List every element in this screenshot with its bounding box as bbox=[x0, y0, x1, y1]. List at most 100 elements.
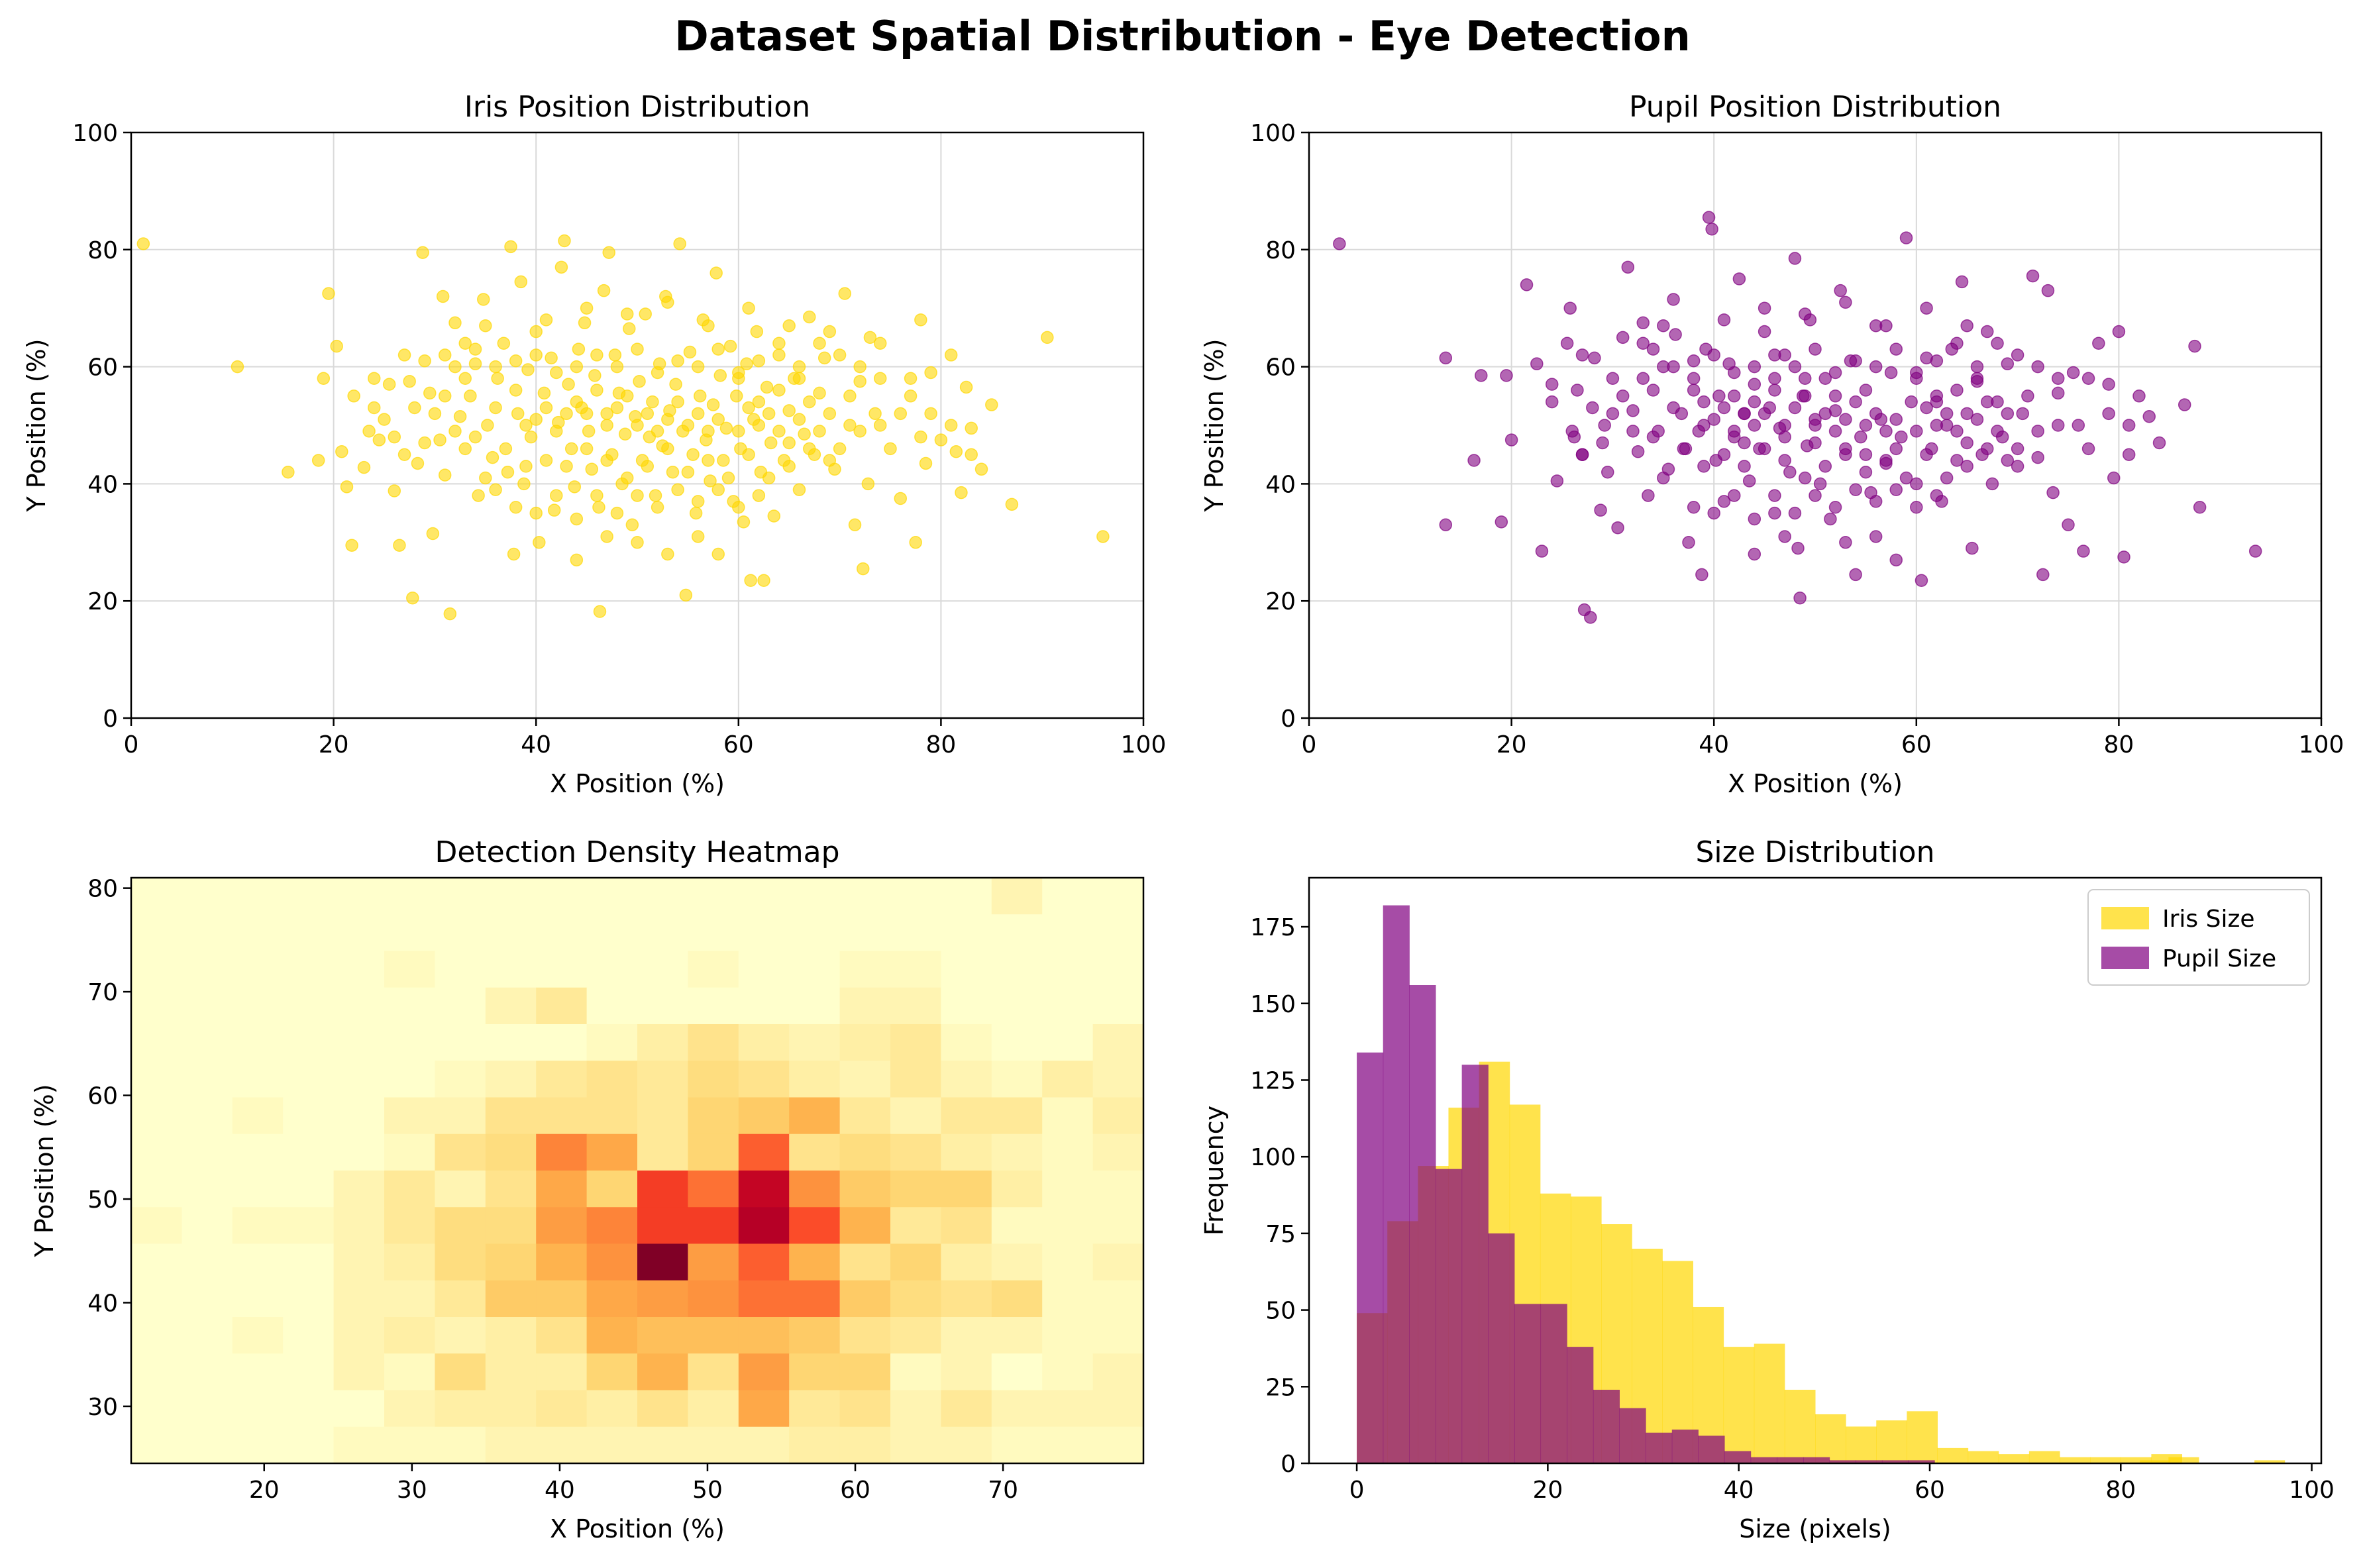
scatter-point bbox=[322, 287, 335, 300]
scatter-point bbox=[1667, 293, 1680, 306]
histogram-bar bbox=[1488, 1233, 1515, 1463]
scatter-point bbox=[924, 407, 937, 421]
x-tick-label: 60 bbox=[723, 731, 754, 758]
scatter-point bbox=[792, 372, 806, 386]
heatmap-cell bbox=[384, 914, 435, 952]
heatmap-cell bbox=[941, 1133, 992, 1171]
heatmap-cells bbox=[131, 878, 1144, 1464]
scatter-point bbox=[1096, 530, 1110, 543]
scatter-point bbox=[1728, 366, 1741, 380]
heatmap-cell bbox=[789, 914, 841, 952]
heatmap-cell bbox=[991, 987, 1043, 1025]
heatmap-cell bbox=[485, 1207, 537, 1245]
y-tick-label: 0 bbox=[103, 706, 118, 733]
scatter-point bbox=[782, 436, 796, 450]
heatmap-cell bbox=[283, 1390, 335, 1428]
heatmap-cell bbox=[637, 1243, 688, 1281]
heatmap-cell bbox=[688, 1133, 739, 1171]
scatter-point bbox=[1970, 360, 1984, 374]
scatter-point bbox=[511, 407, 525, 421]
scatter-point bbox=[1669, 328, 1682, 341]
scatter-point bbox=[1748, 547, 1761, 561]
scatter-point bbox=[1869, 530, 1883, 543]
scatter-point bbox=[491, 372, 504, 386]
scatter-point bbox=[2248, 545, 2262, 558]
scatter-point bbox=[833, 442, 847, 456]
scatter-point bbox=[1869, 495, 1883, 508]
heatmap-cell bbox=[1092, 1061, 1144, 1098]
heatmap-cell bbox=[283, 1133, 335, 1171]
scatter-point bbox=[691, 407, 705, 421]
heatmap-cell bbox=[182, 1390, 233, 1428]
heatmap-cell bbox=[890, 1280, 941, 1318]
scatter-point bbox=[1889, 342, 1903, 356]
heatmap-cell bbox=[839, 1133, 891, 1171]
heatmap-cell bbox=[789, 951, 841, 988]
scatter-point bbox=[760, 380, 774, 394]
scatter-point bbox=[1732, 272, 1746, 286]
scatter-point bbox=[752, 354, 766, 368]
scatter-point bbox=[1798, 307, 1812, 321]
scatter-point bbox=[418, 354, 431, 368]
scatter-point bbox=[1636, 337, 1650, 350]
heatmap-cell bbox=[637, 1390, 688, 1428]
heatmap-cell bbox=[890, 987, 941, 1025]
scatter-point bbox=[570, 553, 584, 567]
scatter-point bbox=[458, 372, 472, 386]
scatter-point bbox=[428, 407, 442, 421]
scatter-point bbox=[1594, 503, 1607, 517]
heatmap-cell bbox=[232, 1390, 284, 1428]
scatter-point bbox=[1899, 231, 1913, 244]
heatmap-cell bbox=[1042, 987, 1094, 1025]
heatmap-cell bbox=[941, 1207, 992, 1245]
scatter-point bbox=[418, 436, 431, 450]
y-tick-label: 125 bbox=[1250, 1067, 1296, 1094]
scatter-point bbox=[742, 301, 755, 315]
heatmap-cell bbox=[333, 987, 385, 1025]
heatmap-cell bbox=[536, 1171, 588, 1208]
scatter-point bbox=[1778, 454, 1791, 467]
heatmap-cell bbox=[333, 951, 385, 988]
scatter-point bbox=[489, 360, 502, 374]
scatter-point bbox=[1575, 448, 1589, 461]
heatmap-cell bbox=[182, 914, 233, 952]
histogram-bar bbox=[1777, 1457, 1804, 1463]
scatter-point bbox=[580, 442, 594, 456]
scatter-point bbox=[1970, 372, 1984, 386]
histogram-bar bbox=[1436, 1169, 1463, 1463]
scatter-point bbox=[136, 237, 150, 250]
histogram-bar bbox=[1803, 1457, 1830, 1463]
scatter-point bbox=[1869, 360, 1883, 374]
heatmap-cell bbox=[1092, 951, 1144, 988]
x-tick-label: 60 bbox=[1901, 731, 1932, 758]
scatter-point bbox=[639, 307, 652, 321]
heatmap-cell bbox=[232, 1280, 284, 1318]
heatmap-cell bbox=[131, 1243, 182, 1281]
scatter-point bbox=[2132, 390, 2146, 403]
scatter-point bbox=[547, 503, 561, 517]
scatter-point bbox=[1616, 331, 1630, 344]
heatmap-cell bbox=[789, 1171, 841, 1208]
heatmap-cell bbox=[839, 1171, 891, 1208]
scatter-point bbox=[1475, 369, 1488, 382]
scatter-point bbox=[2041, 284, 2055, 297]
heatmap-cell bbox=[738, 1061, 790, 1098]
scatter-point bbox=[1950, 337, 1964, 350]
heatmap-cell bbox=[182, 1317, 233, 1354]
x-tick-label: 20 bbox=[1532, 1477, 1563, 1504]
scatter-point bbox=[1828, 390, 1842, 403]
scatter-point bbox=[772, 425, 786, 438]
scatter-point bbox=[282, 465, 295, 479]
scatter-point bbox=[620, 471, 634, 485]
scatter-point bbox=[713, 369, 727, 382]
heatmap-cell bbox=[586, 1061, 638, 1098]
pupil-points bbox=[1333, 211, 2262, 624]
heatmap-cell bbox=[1092, 987, 1144, 1025]
heatmap-cell bbox=[1092, 1133, 1144, 1171]
scatter-point bbox=[633, 374, 646, 388]
heatmap-cell bbox=[131, 1280, 182, 1318]
scatter-point bbox=[2112, 325, 2126, 339]
heatmap-cell bbox=[232, 1317, 284, 1354]
heatmap-cell bbox=[738, 914, 790, 952]
scatter-point bbox=[362, 425, 376, 438]
